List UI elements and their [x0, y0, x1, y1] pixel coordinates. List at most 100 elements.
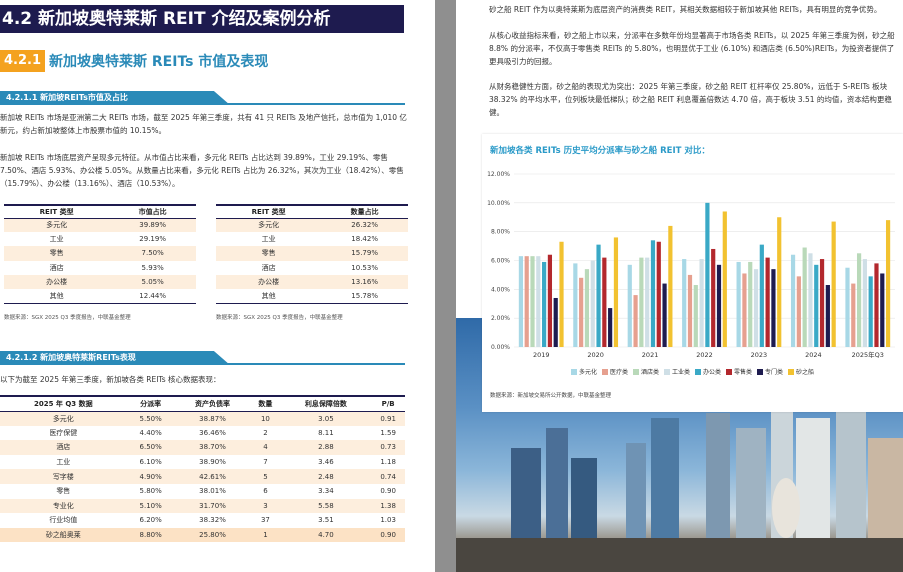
- paragraph-advantage: 砂之船 REIT 作为以奥特莱斯为底层资产的消费类 REIT，其相关数据相较于新…: [489, 5, 882, 14]
- column-header: P/B: [371, 395, 405, 412]
- bar-5-4: [814, 264, 819, 347]
- table-cell: 工业: [49, 235, 64, 244]
- bar-3-5: [711, 248, 716, 347]
- table-cell: 酒店: [49, 263, 64, 272]
- x-tick-label: 2024: [805, 351, 822, 359]
- y-tick-label: 4.00%: [491, 286, 510, 293]
- y-tick-label: 0.00%: [491, 344, 510, 351]
- bar-2-6: [662, 283, 667, 347]
- table-row: 多元化 39.89%: [4, 218, 196, 233]
- bar-2-2: [639, 257, 644, 347]
- table-cell: 1: [250, 527, 281, 543]
- legend-swatch: [570, 368, 577, 375]
- table-row: 砂之船奥莱 8.80% 25.80% 1 4.70 0.90: [0, 527, 405, 543]
- table-cell: 5.58: [280, 498, 372, 514]
- subsection-rule-1: [215, 103, 405, 105]
- bar-3-6: [716, 264, 722, 347]
- table-row: 多元化 5.50% 38.87% 10 3.05 0.91: [0, 411, 405, 426]
- paragraph-asset-mix: 新加坡 REITs 市场底层资产呈现多元特征。从市值占比来看，多元化 REITs…: [0, 153, 404, 188]
- column-header: 数量占比: [321, 204, 408, 219]
- column-header: REIT 类型: [4, 204, 110, 219]
- table-cell: 5: [250, 469, 281, 484]
- bar-0-1: [524, 256, 529, 347]
- table-cell: 6.10%: [139, 458, 162, 467]
- table-cell: 38.90%: [199, 458, 226, 467]
- bar-5-0: [790, 254, 796, 347]
- bar-4-2: [748, 261, 753, 347]
- table-cell: 42.61%: [174, 469, 251, 484]
- table-cell: 3.34: [318, 487, 334, 496]
- table-cell: 其他: [216, 288, 322, 304]
- table-cell: 行业均值: [49, 516, 78, 525]
- table-cell: 酒店: [0, 440, 127, 455]
- table-cell: 0.73: [371, 440, 405, 455]
- column-header: REIT 类型: [216, 204, 322, 219]
- table-row: 其他 15.78%: [216, 288, 408, 304]
- bar-5-1: [796, 276, 801, 347]
- subsection-title-2: 4.2.1.2 新加坡奥特莱斯REITs表现: [0, 351, 230, 365]
- bar-5-6: [825, 285, 830, 347]
- bar-3-3: [699, 259, 704, 347]
- reit-performance-table: 2025 年 Q3 数据 分派率 资产负债率 数量 利息保障倍数 P/B 多元化…: [0, 395, 405, 543]
- table-cell: 3.51: [318, 516, 334, 525]
- table-cell: 5.93%: [141, 263, 164, 272]
- legend-swatch: [663, 368, 670, 375]
- chart-card: 新加坡各类 REITs 历史平均分派率与砂之船 REIT 对比： 0.00% 2.…: [482, 134, 903, 412]
- table-cell: 26.32%: [321, 218, 408, 233]
- table-cell: 6.50%: [126, 440, 175, 455]
- subsection-bar-1: 4.2.1.1 新加坡REITs市值及占比: [0, 91, 405, 105]
- subsection-bar-2: 4.2.1.2 新加坡奥特莱斯REITs表现: [0, 351, 405, 365]
- page-gutter: [435, 0, 456, 572]
- table-cell: 工业: [261, 235, 276, 244]
- legend-swatch: [601, 368, 608, 375]
- table-cell: 10.53%: [351, 263, 378, 272]
- x-tick-label: 2021: [642, 351, 659, 359]
- table-cell: 3: [250, 498, 281, 514]
- table-cell: 6: [263, 487, 268, 496]
- bar-4-4: [759, 244, 764, 347]
- legend-label: 砂之船: [796, 369, 815, 376]
- right-page: 砂之船 REIT 作为以奥特莱斯为底层资产的消费类 REIT，其相关数据相较于新…: [456, 0, 903, 572]
- bar-6-0: [845, 267, 850, 347]
- table-cell: 6.20%: [139, 516, 162, 525]
- column-header: 利息保障倍数: [280, 395, 372, 412]
- table-cell: 工业: [56, 458, 71, 467]
- table-row: 零售 7.50%: [4, 246, 196, 261]
- bar-4-3: [753, 269, 759, 347]
- bar-0-7: [559, 241, 564, 347]
- bar-6-3: [862, 259, 867, 347]
- chart-legend: 多元化 医疗类 酒店类 工业类 办公类 零售类 专门类 砂之船: [482, 367, 903, 376]
- bar-5-5: [819, 259, 825, 347]
- table-cell: 8.80%: [126, 527, 175, 543]
- column-header: 市值占比: [109, 204, 196, 219]
- bar-1-2: [584, 269, 590, 347]
- legend-label: 办公类: [703, 369, 722, 376]
- table-row: 零售 15.79%: [216, 246, 408, 261]
- bar-0-4: [542, 261, 547, 347]
- column-header: 2025 年 Q3 数据: [0, 395, 127, 412]
- legend-swatch: [632, 368, 639, 375]
- table-cell: 4: [250, 440, 281, 455]
- legend-label: 专门类: [765, 369, 784, 376]
- legend-item: 多元化: [570, 367, 597, 376]
- table-cell: 5.10%: [126, 498, 175, 514]
- paragraph-financial-health: 从财务稳健性方面，砂之船的表现尤为突出：2025 年第三季度，砂之船 REIT …: [489, 82, 892, 117]
- bar-0-5: [547, 254, 553, 347]
- bar-3-7: [722, 211, 727, 347]
- left-page: 4.2 新加坡奥特莱斯 REIT 介绍及案例分析 4.2.1 新加坡奥特莱斯 R…: [0, 0, 435, 572]
- bar-4-6: [771, 269, 776, 347]
- table-cell: 12.44%: [109, 288, 196, 304]
- table-cell: 0.91: [371, 411, 405, 426]
- bar-6-6: [880, 273, 885, 347]
- y-tick-label: 2.00%: [491, 315, 510, 322]
- table-cell: 8.11: [318, 428, 334, 437]
- column-header: 分派率: [126, 395, 175, 412]
- table-cell: 7.50%: [109, 246, 196, 261]
- section-title: 新加坡奥特莱斯 REITs 市值及表现: [49, 54, 269, 70]
- table-row: 酒店 10.53%: [216, 261, 408, 275]
- table-row: 医疗保健 4.40% 36.46% 2 8.11 1.59: [0, 426, 405, 441]
- table-row: 酒店 6.50% 38.70% 4 2.88 0.73: [0, 440, 405, 455]
- table-row: 写字楼 4.90% 42.61% 5 2.48 0.74: [0, 469, 405, 484]
- bar-0-6: [553, 297, 558, 347]
- table-cell: 零售: [216, 246, 322, 261]
